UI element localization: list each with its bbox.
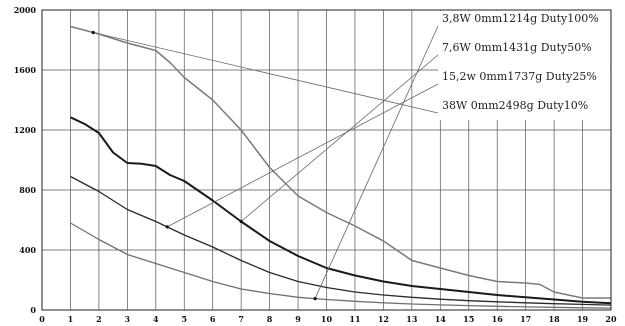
y-tick-label-0: 0 xyxy=(30,305,36,315)
series-marker-3 xyxy=(91,30,95,35)
legend-entry-2: 15,2w 0mm1737g Duty25% xyxy=(442,70,597,83)
y-tick-label-1: 400 xyxy=(19,245,36,255)
x-tick-label-7: 7 xyxy=(238,314,244,324)
y-tick-label-2: 800 xyxy=(19,185,36,195)
legend: 3,8W 0mm1214g Duty100% 7,6W 0mm1431g Duty… xyxy=(442,12,599,112)
x-tick-label-17: 17 xyxy=(520,314,531,324)
legend-entry-1: 7,6W 0mm1431g Duty50% xyxy=(442,41,592,54)
x-tick-label-14: 14 xyxy=(435,314,447,324)
legend-leader-0 xyxy=(314,25,439,299)
x-tick-label-10: 10 xyxy=(321,314,333,324)
y-tick-label-3: 1200 xyxy=(14,125,37,135)
x-tick-label-8: 8 xyxy=(267,314,273,324)
legend-leaders xyxy=(91,25,439,301)
x-tick-label-19: 19 xyxy=(577,314,589,324)
plot-frame xyxy=(41,9,612,311)
series-group xyxy=(70,25,612,309)
series-line-2 xyxy=(70,175,612,306)
y-tick-label-5: 2000 xyxy=(14,5,37,15)
x-tick-label-6: 6 xyxy=(210,314,216,324)
x-tick-label-18: 18 xyxy=(549,314,561,324)
x-tick-label-4: 4 xyxy=(153,314,159,324)
x-tick-label-2: 2 xyxy=(96,314,102,324)
x-tick-label-1: 1 xyxy=(68,314,74,324)
x-tick-label-15: 15 xyxy=(463,314,474,324)
x-tick-label-12: 12 xyxy=(378,314,389,324)
y-axis-ticks: 0 400 800 1200 1600 2000 xyxy=(14,5,37,315)
series-line-1 xyxy=(70,116,612,305)
x-tick-label-0: 0 xyxy=(39,314,45,324)
series-marker-0 xyxy=(313,297,317,301)
legend-leader-3 xyxy=(93,32,439,114)
series-marker-1 xyxy=(239,219,243,224)
x-tick-label-3: 3 xyxy=(125,314,131,324)
legend-box xyxy=(438,11,610,120)
x-axis-ticks: 0 1 2 3 4 5 6 7 8 9 10 11 12 13 14 15 16 17 18 19 20 xyxy=(39,314,617,324)
x-tick-label-13: 13 xyxy=(406,314,418,324)
series-marker-2 xyxy=(165,225,169,229)
x-tick-label-11: 11 xyxy=(349,314,360,324)
legend-entry-3: 38W 0mm2498g Duty10% xyxy=(442,99,588,112)
y-tick-label-4: 1600 xyxy=(14,65,37,75)
legend-leader-2 xyxy=(166,83,439,228)
x-tick-label-9: 9 xyxy=(295,314,301,324)
series-line-0 xyxy=(70,222,612,309)
x-tick-label-5: 5 xyxy=(181,314,187,324)
legend-leader-1 xyxy=(240,54,439,222)
series-line-3 xyxy=(70,25,611,299)
legend-entry-0: 3,8W 0mm1214g Duty100% xyxy=(442,12,599,25)
x-tick-label-20: 20 xyxy=(605,314,617,324)
x-tick-label-16: 16 xyxy=(492,314,504,324)
